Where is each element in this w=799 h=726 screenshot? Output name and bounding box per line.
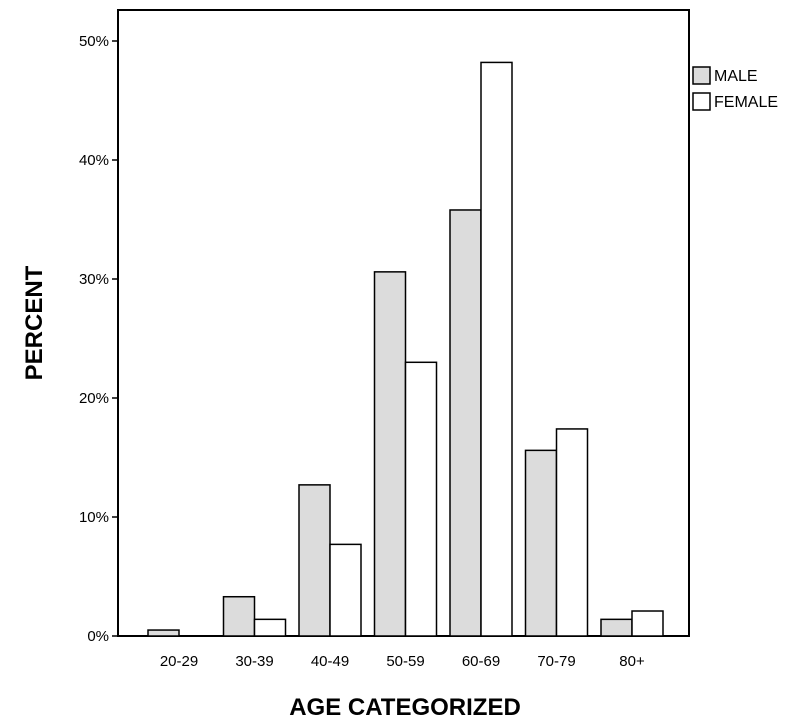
legend: MALE FEMALE (692, 66, 778, 111)
bar-female-70-79 (555, 428, 589, 637)
bar-male-50-59 (373, 271, 407, 637)
legend-swatch-female (692, 92, 711, 111)
bar-male-30-39 (222, 595, 256, 637)
legend-label-male: MALE (714, 68, 758, 85)
bar-male-80+ (600, 618, 633, 637)
y-axis-title: PERCENT (21, 265, 48, 380)
bar-female-30-39 (253, 618, 287, 637)
x-tick-label: 60-69 (462, 653, 500, 670)
y-tick-label: 0% (87, 628, 109, 645)
x-tick-label: 70-79 (537, 653, 575, 670)
x-tick-label: 50-59 (386, 653, 424, 670)
bar-male-60-69 (449, 209, 482, 637)
bars-layer (147, 61, 664, 637)
x-axis: 20-29 30-39 40-49 50-59 60-69 70-79 80+ (160, 653, 645, 670)
bar-male-70-79 (524, 449, 558, 637)
legend-label-female: FEMALE (714, 94, 778, 111)
y-tick-label: 20% (79, 390, 109, 407)
x-axis-title: AGE CATEGORIZED (289, 694, 521, 721)
y-tick-label: 10% (79, 509, 109, 526)
y-tick-label: 40% (79, 152, 109, 169)
bar-female-80+ (631, 610, 664, 637)
bar-male-20-29 (147, 629, 180, 637)
bar-female-50-59 (404, 361, 438, 637)
y-axis: 0% 10% 20% 30% 40% 50% (79, 33, 118, 645)
y-tick-label: 50% (79, 33, 109, 50)
bar-male-40-49 (298, 484, 331, 637)
legend-swatch-male (692, 66, 711, 85)
x-tick-label: 80+ (619, 653, 645, 670)
bar-female-60-69 (480, 61, 513, 637)
x-tick-label: 40-49 (311, 653, 349, 670)
x-tick-label: 20-29 (160, 653, 198, 670)
y-tick-label: 30% (79, 271, 109, 288)
bar-female-40-49 (329, 543, 362, 637)
x-tick-label: 30-39 (235, 653, 273, 670)
